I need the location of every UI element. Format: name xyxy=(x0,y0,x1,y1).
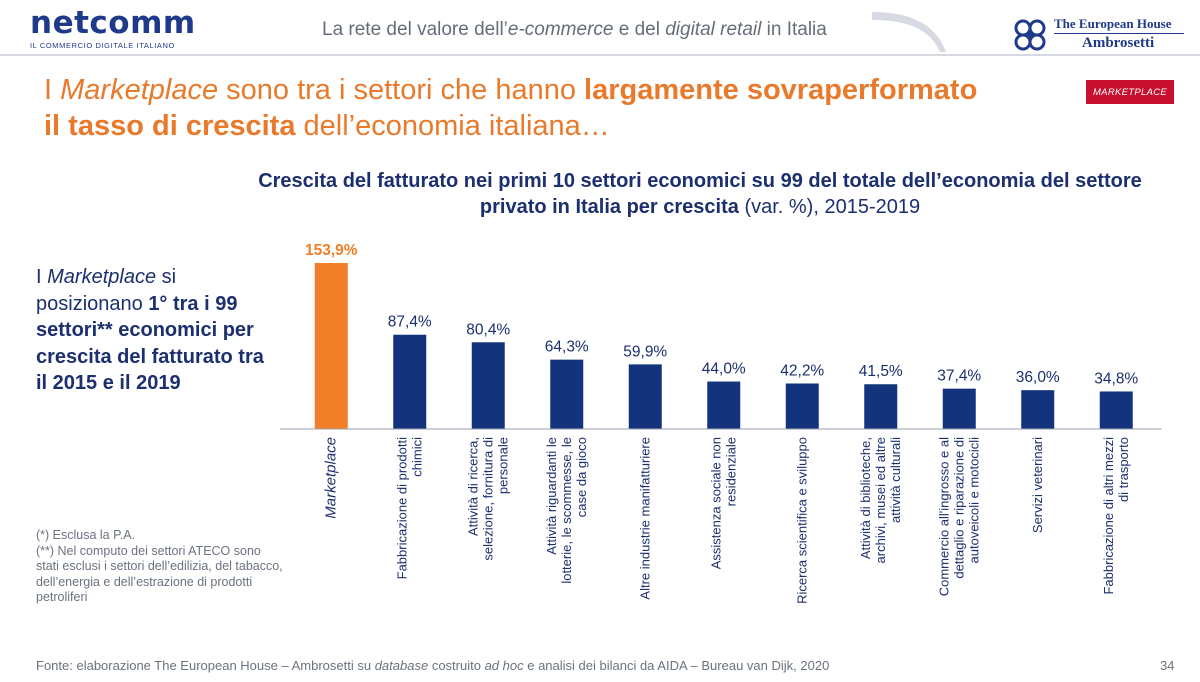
netcomm-logo-subtitle: IL COMMERCIO DIGITALE ITALIANO xyxy=(30,41,175,50)
value-label-9: 36,0% xyxy=(1016,369,1060,386)
category-label-4: Altre industrie manifatturiere xyxy=(637,437,652,600)
header-divider xyxy=(0,54,1200,56)
category-label-6: Ricerca scientifica e sviluppo xyxy=(794,437,809,604)
ranking-callout: I Marketplace si posizionano 1° tra i 99… xyxy=(36,266,264,394)
category-label-2: personale xyxy=(495,437,510,494)
slide-title: I Marketplace sono tra i settori che han… xyxy=(44,74,978,142)
category-label-7: archivi, musei ed altre xyxy=(873,437,888,563)
partner-name-line2: Ambrosetti xyxy=(1082,35,1155,51)
bar-7 xyxy=(864,384,898,429)
value-label-1: 87,4% xyxy=(388,314,432,331)
category-label-8: autoveicoli e motocicli xyxy=(966,437,981,564)
bar-10 xyxy=(1099,391,1133,429)
category-label-7: Attività di biblioteche, xyxy=(858,437,873,559)
category-label-0: Marketplace xyxy=(322,437,339,519)
value-label-5: 44,0% xyxy=(702,361,746,378)
ambrosetti-logo: The European House Ambrosetti xyxy=(1012,16,1190,56)
netcomm-logo: netcomm IL COMMERCIO DIGITALE ITALIANO xyxy=(30,6,200,50)
bar-3 xyxy=(550,359,584,429)
value-label-0: 153,9% xyxy=(305,242,358,259)
value-label-7: 41,5% xyxy=(859,363,903,380)
category-label-10: di trasporto xyxy=(1116,437,1131,502)
bar-6 xyxy=(785,383,819,429)
category-label-7: attività culturali xyxy=(888,437,903,523)
partner-divider xyxy=(1054,33,1184,34)
bar-0 xyxy=(314,263,348,429)
category-label-9: Servizi veterinari xyxy=(1030,437,1045,533)
category-label-2: Attività di ricerca, xyxy=(465,437,480,536)
category-label-3: lotterie, le scommesse, le xyxy=(559,437,574,584)
category-label-5: Assistenza sociale non xyxy=(708,437,723,569)
netcomm-logo-text: netcomm xyxy=(30,5,196,41)
category-label-8: dettaglio e riparazione di xyxy=(951,437,966,579)
bar-2 xyxy=(471,342,505,429)
category-label-10: Fabbricazione di altri mezzi xyxy=(1101,437,1116,595)
footnote-2: (**) Nel computo dei settori ATECO sono … xyxy=(36,543,283,605)
partner-name-line1: The European House xyxy=(1054,16,1172,31)
page-number: 34 xyxy=(1160,658,1175,673)
category-label-5: residenziale xyxy=(723,437,738,506)
bar-1 xyxy=(393,334,427,429)
category-label-3: Attività riguardanti le xyxy=(544,437,559,555)
category-label-2: selezione, fornitura di xyxy=(480,437,495,561)
section-badge: MARKETPLACE xyxy=(1086,80,1174,104)
bar-8 xyxy=(942,388,976,429)
bar-5 xyxy=(707,381,741,429)
category-label-1: chimici xyxy=(409,437,424,477)
value-label-3: 64,3% xyxy=(545,339,589,356)
value-label-6: 42,2% xyxy=(780,362,824,379)
value-label-10: 34,8% xyxy=(1094,370,1138,387)
header-tagline: La rete del valore dell’e-commerce e del… xyxy=(322,19,827,40)
bar-9 xyxy=(1021,390,1055,429)
value-label-2: 80,4% xyxy=(466,321,510,338)
chart-title: Crescita del fatturato nei primi 10 sett… xyxy=(258,170,1142,218)
bar-4 xyxy=(628,364,662,429)
value-label-8: 37,4% xyxy=(937,368,981,385)
bar-chart: 153,9% Marketplace 87,4% Fabbricazione di p… xyxy=(280,242,1162,604)
category-label-8: Commercio all'ingrosso e al xyxy=(936,437,951,596)
ambrosetti-emblem-icon xyxy=(1014,19,1046,51)
value-label-4: 59,9% xyxy=(623,343,667,360)
category-label-3: case da gioco xyxy=(574,437,589,517)
footnotes: (*) Esclusa la P.A. (**) Nel computo dei… xyxy=(36,528,286,606)
header-swoosh-decoration xyxy=(872,12,946,52)
category-label-1: Fabbricazione di prodotti xyxy=(394,437,409,579)
source-footer: Fonte: elaborazione The European House –… xyxy=(36,658,830,673)
footnote-1: (*) Esclusa la P.A. xyxy=(36,528,136,542)
